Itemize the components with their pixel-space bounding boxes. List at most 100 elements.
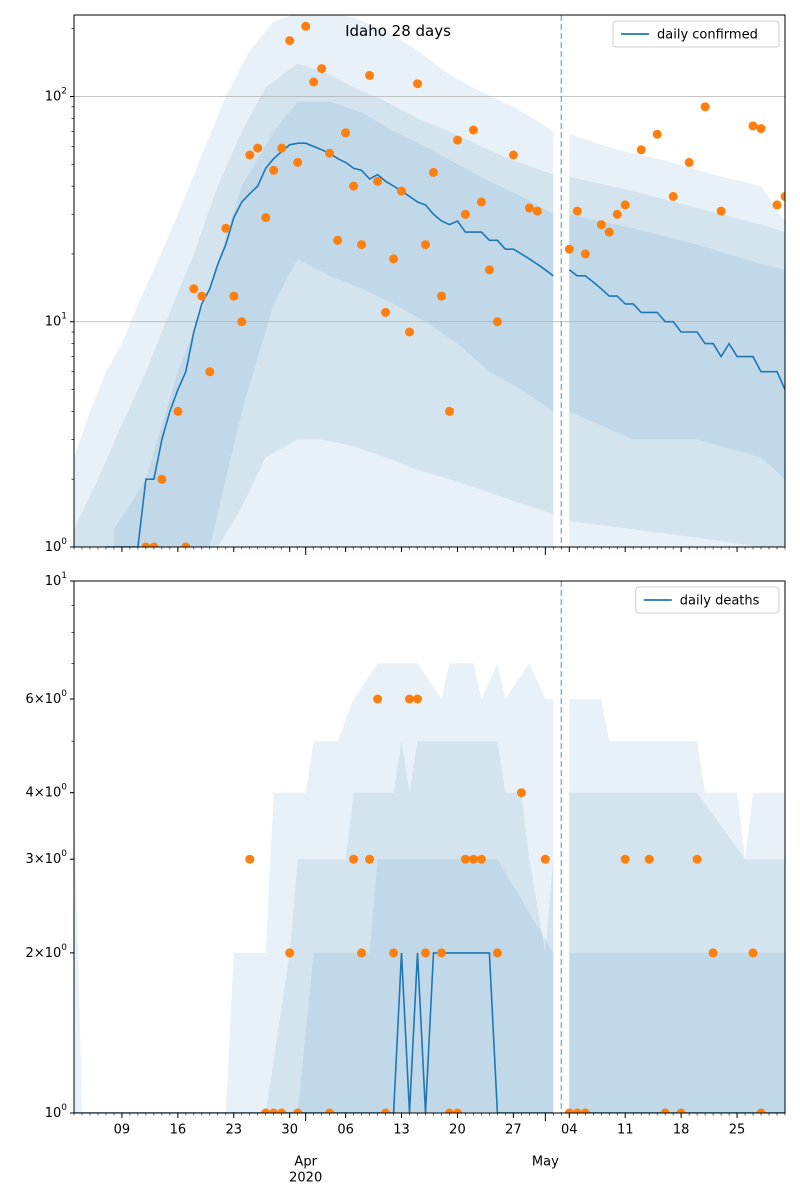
observed-point [229,291,239,301]
x-tick-label: 16 [170,1123,187,1138]
observed-point [772,200,782,210]
band-middle-1 [569,792,785,1113]
observed-point [580,1108,590,1113]
x-tick-label: 25 [729,1123,746,1138]
observed-point [484,265,494,275]
observed-point [189,284,199,294]
observed-point [421,948,430,958]
observed-point [684,157,694,167]
observed-point [580,249,590,259]
y-tick-label: 2×100 [26,942,68,960]
observed-point [405,694,414,704]
observed-point [365,70,375,80]
observed-point [716,206,726,216]
band-outer-1 [569,699,785,1113]
band-inner-0 [113,101,554,547]
x-tick-label: 09 [114,1123,131,1138]
x-tick-label: 23 [226,1123,243,1138]
observed-point [381,307,391,317]
median-line-segment-1 [568,269,785,390]
y-tick-label: 101 [45,571,67,589]
observed-point [389,254,399,264]
observed-point [532,206,542,216]
band-inner-1 [569,214,785,480]
y-tick-label: 3×100 [26,849,68,867]
observed-point [676,1108,686,1113]
observed-point [325,1108,335,1113]
observed-point [301,21,311,31]
x-tick-label: 11 [617,1123,634,1138]
band-inner-1 [569,952,785,1113]
observed-point [692,854,702,864]
band-outer-0 [74,15,554,547]
observed-point [492,317,502,327]
x-tick-label: 30 [281,1123,298,1138]
x-tick-label: 06 [337,1123,354,1138]
observed-point [373,694,383,704]
confirmed-chart-panel: 100 101 102 Idaho 28 days daily confirmed [45,14,786,555]
observed-point [596,220,606,230]
x-tick-label: 27 [505,1123,522,1138]
x-month-label: Apr [294,1155,317,1170]
observed-point [700,102,710,112]
observed-point [341,128,351,138]
y-tick-label: 102 [45,86,67,104]
median-line-segment-0 [74,952,554,1113]
observed-point [357,240,367,250]
observed-point [157,474,167,484]
observed-point [476,854,486,864]
observed-point [620,200,630,210]
observed-point [453,1108,462,1113]
observed-point [365,854,375,864]
y-tick-label: 101 [45,311,67,329]
observed-point [612,209,622,219]
x-year-label: 2020 [289,1171,322,1186]
plot-area [74,581,785,1113]
observed-point [636,145,646,155]
observed-point [197,291,207,301]
observed-point [245,854,255,864]
observed-point [277,1108,287,1113]
band-outer-0 [74,663,554,1113]
band-middle-0 [265,741,554,1113]
observed-point [437,948,446,958]
observed-point [540,854,550,864]
observed-point [453,135,462,145]
observed-point [381,1108,391,1113]
observed-point [445,1108,454,1113]
observed-point [405,327,414,337]
observed-point [293,157,303,167]
observed-point [413,79,422,89]
axes-frame [73,580,786,1114]
observed-point [468,854,478,864]
y-tick-label: 6×100 [26,689,68,707]
observed-point [413,694,422,704]
observed-point [253,143,263,153]
observed-point [756,1108,766,1113]
observed-point [245,150,255,160]
observed-point [508,150,518,160]
observed-point [460,854,470,864]
observed-point [572,1108,582,1113]
band-inner-0 [297,859,554,1113]
band-middle-1 [569,176,785,547]
observed-point [293,1108,303,1113]
observed-point [325,148,335,158]
observed-point [748,948,758,958]
observed-point [644,854,654,864]
observed-point [756,124,766,134]
observed-point [237,317,247,327]
observed-point [524,203,534,213]
observed-point [708,948,718,958]
observed-point [492,948,502,958]
observed-point [221,223,231,233]
legend-box [612,20,780,48]
observed-point [445,406,454,416]
band-outer-1 [569,134,785,547]
legend-label: daily confirmed [657,28,758,43]
observed-point [285,948,295,958]
x-tick-label: 13 [393,1123,410,1138]
observed-point [349,854,359,864]
band-middle-0 [74,63,554,547]
